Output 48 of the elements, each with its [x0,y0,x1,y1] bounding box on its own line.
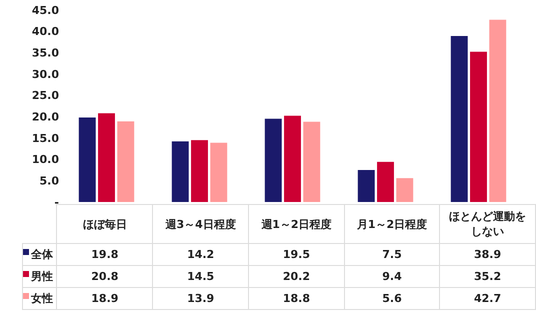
bar [377,162,394,202]
x-tick-label: ほとんど運動をしない [440,204,536,244]
y-tick-label: - [54,196,59,209]
data-label: 14.2 [152,244,249,266]
y-tick-label: 25.0 [32,89,60,102]
bar [303,122,320,202]
legend-label: 全体 [31,248,53,261]
bar [358,170,375,202]
data-label: 38.9 [440,244,536,266]
data-label: 20.8 [56,266,153,288]
data-label: 5.6 [344,288,440,310]
bar [191,140,208,202]
data-label: 18.9 [56,288,153,310]
bar [489,20,506,202]
y-tick-label: 45.0 [32,4,60,17]
data-label: 19.5 [248,244,344,266]
legend-label: 女性 [31,292,53,305]
data-label: 7.5 [344,244,440,266]
y-tick-label: 40.0 [32,25,60,38]
y-tick-label: 35.0 [32,46,60,60]
y-tick-label: 15.0 [32,132,60,145]
y-tick-label: 30.0 [32,68,60,81]
data-label: 13.9 [152,288,249,310]
bar [396,178,414,202]
bar [98,113,115,202]
bar [284,116,301,202]
legend-label: 男性 [31,270,53,283]
bar [117,121,134,202]
data-label: 14.5 [152,266,249,288]
x-tick-label: 週3～4日程度 [152,204,249,244]
y-tick-label: 5.0 [40,174,60,188]
bar [450,36,468,202]
bar [470,52,487,202]
x-tick-label: ほぼ毎日 [82,218,127,230]
y-tick-label: 10.0 [32,153,60,166]
data-label: 42.7 [440,288,536,310]
data-label: 20.2 [248,266,344,288]
y-tick-label: 20.0 [32,110,60,124]
data-label: 18.8 [248,288,344,310]
data-label: 19.8 [56,244,153,266]
x-tick-label: 週1～2日程度 [248,204,344,244]
data-label: 9.4 [344,266,440,288]
x-tick-label: 月1～2日程度 [344,204,440,244]
data-label: 35.2 [440,266,536,288]
bar [78,118,96,202]
bar [172,141,189,202]
bar [210,142,228,202]
bar [264,118,282,202]
